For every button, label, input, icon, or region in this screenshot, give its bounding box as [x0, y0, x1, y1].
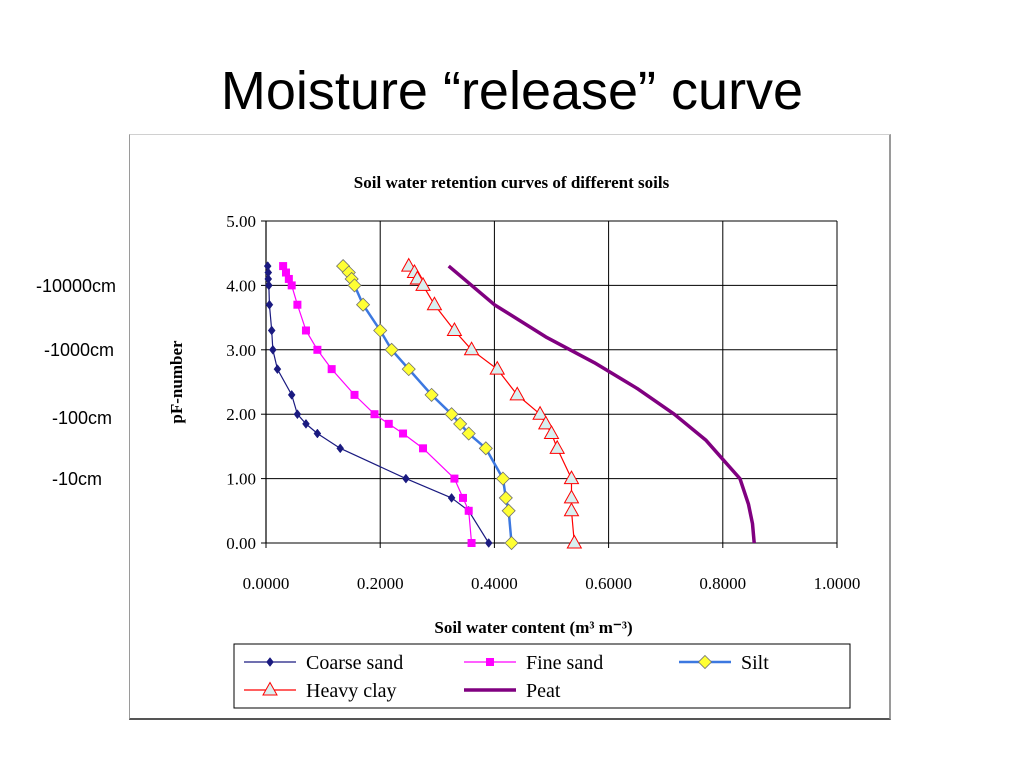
x-tick-label: 0.0000	[243, 574, 290, 593]
y-tick-label: 4.00	[226, 276, 256, 295]
y-tick-label: 5.00	[226, 212, 256, 231]
data-point	[446, 321, 463, 336]
data-point	[532, 405, 548, 420]
x-tick-label: 0.2000	[357, 574, 404, 593]
legend-swatch-marker	[486, 658, 494, 666]
slide-title: Moisture “release” curve	[220, 61, 804, 121]
data-point	[543, 424, 560, 440]
data-point	[301, 326, 310, 335]
y-tick-label: 2.00	[226, 405, 256, 424]
data-point	[336, 443, 345, 454]
legend-item: Fine sand	[464, 652, 603, 674]
data-point	[563, 470, 580, 485]
data-point	[293, 300, 302, 309]
data-point	[563, 502, 580, 517]
legend: Coarse sand Fine sand Silt Heavy clay Peat	[233, 643, 851, 709]
x-axis-label: Soil water content (m³ m⁻³)	[434, 618, 632, 637]
legend-item: Coarse sand	[244, 652, 403, 674]
side-label-100cm: -100cm	[52, 408, 113, 428]
data-point	[402, 473, 410, 484]
data-point	[293, 409, 302, 420]
data-point	[453, 416, 468, 431]
data-point	[501, 503, 516, 518]
legend-label: Coarse sand	[306, 652, 403, 674]
series-fine-sand	[279, 262, 476, 547]
side-label-10cm: -10cm	[52, 469, 103, 489]
side-label-10000cm: -10000cm	[36, 276, 117, 296]
data-point	[498, 490, 513, 505]
chart-panel: Soil water retention curves of different…	[129, 134, 891, 720]
data-point	[350, 390, 359, 399]
x-tick-label: 1.0000	[814, 574, 861, 593]
retention-chart: Soil water retention curves of different…	[167, 173, 861, 709]
data-point	[447, 493, 456, 503]
data-point	[461, 426, 476, 441]
data-point	[495, 471, 511, 486]
data-point	[273, 364, 282, 375]
data-point	[313, 428, 322, 439]
legend-label: Heavy clay	[306, 680, 397, 702]
series-silt	[336, 259, 519, 551]
data-point	[401, 362, 416, 377]
series-heavy-clay	[400, 257, 583, 549]
y-tick-label: 3.00	[226, 341, 256, 360]
data-point	[424, 387, 439, 402]
x-tick-label: 0.4000	[471, 574, 518, 593]
side-label-1000cm: -1000cm	[44, 340, 115, 360]
x-tick-label: 0.8000	[699, 574, 746, 593]
data-point	[566, 534, 583, 549]
legend-swatch-marker	[266, 657, 274, 667]
legend-label: Peat	[526, 680, 561, 702]
legend-label: Fine sand	[526, 652, 603, 674]
data-point	[302, 418, 310, 429]
data-point	[265, 299, 274, 310]
data-point	[269, 344, 277, 355]
data-point	[265, 280, 273, 291]
legend-box	[233, 643, 851, 709]
data-point	[267, 325, 276, 336]
data-point	[484, 538, 493, 548]
data-point	[478, 441, 493, 456]
y-tick-label: 1.00	[226, 470, 256, 489]
data-point	[464, 506, 473, 515]
data-point	[549, 439, 566, 454]
data-point	[450, 474, 459, 483]
legend-item: Peat	[464, 680, 561, 702]
legend-swatch-marker	[697, 654, 713, 670]
data-point	[384, 419, 393, 428]
data-point	[489, 360, 506, 375]
data-point	[347, 278, 362, 293]
data-point	[313, 345, 322, 354]
data-point	[509, 386, 526, 401]
data-point	[356, 297, 371, 312]
data-point	[419, 444, 428, 453]
x-tick-label: 0.6000	[585, 574, 632, 593]
data-point	[463, 341, 480, 356]
legend-item: Heavy clay	[244, 680, 397, 702]
data-point	[399, 429, 408, 438]
y-tick-label: 0.00	[226, 534, 256, 553]
chart-title: Soil water retention curves of different…	[354, 173, 670, 192]
data-point	[415, 276, 431, 291]
data-point	[467, 539, 476, 547]
data-point	[504, 535, 519, 551]
series-peat	[447, 264, 756, 544]
legend-swatch-marker	[262, 681, 278, 696]
data-point	[537, 415, 554, 430]
series-line	[447, 264, 756, 544]
data-point	[384, 342, 399, 357]
data-point	[458, 493, 467, 502]
legend-item: Silt	[679, 652, 769, 674]
data-point	[373, 323, 388, 338]
data-point	[444, 407, 459, 422]
data-point	[370, 410, 379, 419]
data-point	[327, 365, 336, 374]
legend-label: Silt	[741, 652, 769, 674]
data-point	[426, 296, 443, 311]
data-point	[287, 281, 296, 290]
data-point	[287, 389, 296, 400]
y-axis-label: pF-number	[167, 340, 186, 424]
